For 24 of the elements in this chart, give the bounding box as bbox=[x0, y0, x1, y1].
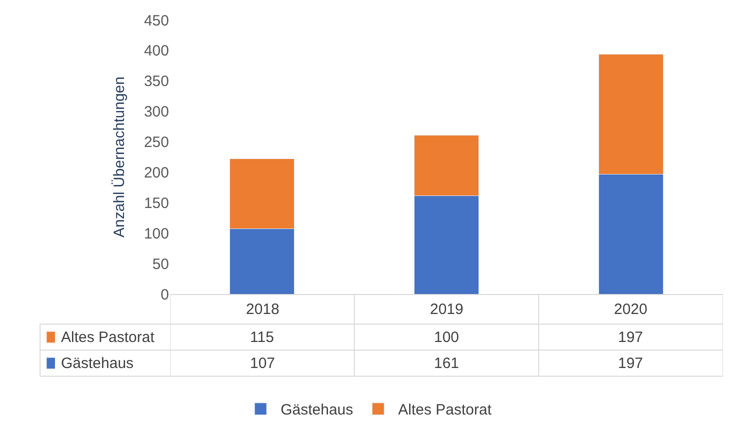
y-tick-label: 300 bbox=[144, 104, 169, 121]
y-tick-label: 250 bbox=[144, 134, 169, 152]
y-tick-label: 150 bbox=[144, 194, 169, 212]
y-tick-label: 100 bbox=[144, 225, 169, 242]
legend-label: Gästehaus bbox=[280, 402, 354, 419]
data-label: 161 bbox=[434, 355, 460, 372]
data-label: 115 bbox=[250, 329, 274, 346]
legend-label: Altes Pastorat bbox=[61, 329, 156, 346]
x-tick-label: 2020 bbox=[614, 301, 648, 318]
y-tick-label: 450 bbox=[144, 12, 169, 30]
text: Gästehaus bbox=[61, 355, 134, 372]
data-label: 197 bbox=[618, 329, 644, 346]
y-axis-title: Anzahl Übernachtungen bbox=[111, 76, 128, 238]
x-tick-label: 2019 bbox=[430, 301, 464, 318]
y-tick-label: 50 bbox=[152, 256, 169, 273]
y-tick-label: 400 bbox=[144, 42, 169, 60]
data-label: 107 bbox=[250, 355, 276, 372]
text: Altes Pastorat bbox=[398, 402, 492, 419]
data-label: 100 bbox=[434, 329, 460, 346]
x-tick-label: 2018 bbox=[246, 301, 280, 318]
y-tick-label: 0 bbox=[160, 286, 169, 304]
y-tick-label: 200 bbox=[144, 164, 169, 182]
data-label: 197 bbox=[618, 355, 644, 372]
y-tick-label: 350 bbox=[144, 73, 169, 90]
